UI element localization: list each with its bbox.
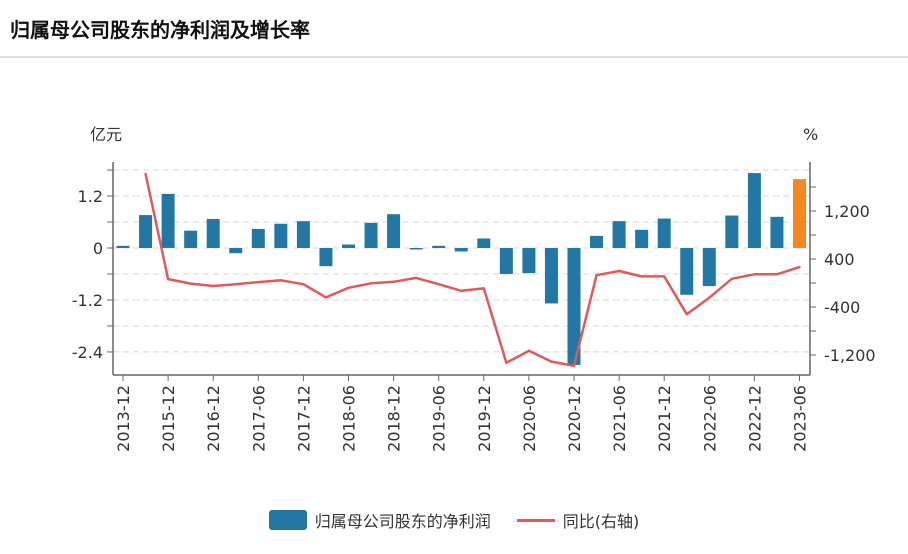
bar-2021-09 [635,229,649,248]
yoy-point-2014-12 [144,172,147,175]
yoy-point-2022-06 [708,296,711,299]
bar-2015-12 [161,193,175,248]
bar-2018-03 [319,248,333,267]
yoy-point-2019-06 [437,283,440,286]
yoy-point-2018-03 [324,296,328,299]
yoy-point-2016-06 [189,282,192,285]
yoy-point-2020-12 [572,364,576,367]
bar-2013-12 [116,245,130,248]
yoy-point-2016-12 [212,284,215,288]
right-tick-label: -400 [824,298,860,317]
x-tick-label: 2019-12 [475,385,494,452]
left-tick-label: 1.2 [78,187,103,206]
yoy-point-2023-03 [775,273,779,276]
x-tick-label: 2017-06 [249,385,268,452]
yoy-point-2019-12 [482,287,485,290]
yoy-point-2022-03 [685,313,688,316]
legend-item-net-profit[interactable]: 归属母公司股东的净利润 [268,508,491,532]
yoy-point-2015-12 [166,277,170,281]
x-tick-label: 2022-06 [700,385,719,452]
x-tick-label: 2018-06 [340,385,359,452]
yoy-point-2019-09 [460,289,463,292]
bar-2018-09 [364,222,378,248]
bar-2022-03 [680,248,694,295]
right-tick-label: 400 [824,250,855,269]
left-tick-label: 0 [93,239,103,258]
yoy-point-2018-12 [392,280,395,283]
yoy-point-2019-03 [414,276,418,280]
x-tick-label: 2013-12 [114,385,133,452]
bar-2017-03 [229,248,243,254]
legend-label: 归属母公司股东的净利润 [314,512,491,531]
legend: 归属母公司股东的净利润 同比(右轴) [0,508,908,532]
x-tick-label: 2018-12 [385,385,404,452]
bar-2023-03 [770,216,784,248]
legend-bar-swatch [268,510,307,530]
left-axis-unit: 亿元 [90,125,122,144]
title-divider [0,56,908,58]
yoy-point-2020-06 [527,349,531,352]
bar-2020-12 [567,248,581,365]
yoy-point-2021-06 [617,269,621,273]
yoy-point-2020-03 [505,361,508,364]
x-tick-label: 2020-06 [520,385,539,452]
yoy-point-2017-06 [257,280,260,284]
x-tick-label: 2020-12 [565,385,584,452]
bar-2021-03 [590,235,604,248]
left-tick-label: -2.4 [72,343,103,362]
yoy-point-2021-09 [640,275,643,278]
x-tick-label: 2019-06 [430,385,449,452]
legend-item-yoy[interactable]: 同比(右轴) [516,508,640,532]
yoy-point-2018-06 [347,286,350,289]
bar-2020-09 [544,248,558,304]
legend-line-swatch [516,518,555,522]
bar-2020-03 [499,248,513,274]
yoy-point-2017-09 [279,279,283,282]
x-tick-label: 2023-06 [791,385,810,452]
yoy-point-2018-09 [369,282,373,285]
bar-2017-12 [296,221,310,248]
bar-2023-06 [793,179,806,248]
bar-2021-12 [657,218,671,248]
yoy-point-2023-06 [798,265,801,269]
x-tick-label: 2022-12 [745,385,764,452]
bar-2019-12 [477,238,491,248]
yoy-point-2022-09 [730,277,734,280]
bar-2019-03 [409,248,423,250]
yoy-point-2022-12 [753,273,756,276]
yoy-point-2020-09 [550,360,553,363]
left-tick-label: -1.2 [72,291,103,310]
bar-2018-06 [342,244,355,248]
chart-title: 归属母公司股东的净利润及增长率 [10,18,310,42]
x-tick-label: 2016-12 [204,385,223,452]
bar-2022-06 [702,248,716,287]
x-tick-label: 2021-12 [655,385,674,452]
x-tick-label: 2021-06 [610,385,629,452]
bar-2019-09 [454,248,468,252]
bar-2020-06 [522,248,536,274]
bar-2022-12 [747,173,761,248]
bar-2017-09 [274,223,288,248]
right-tick-label: -1,200 [824,346,876,365]
right-axis-unit: % [803,125,818,144]
bar-2019-06 [432,245,446,248]
right-tick-label: 1,200 [824,202,870,221]
bar-2022-09 [725,215,739,248]
yoy-line [144,173,800,368]
yoy-point-2021-03 [595,274,598,277]
bar-2021-06 [612,221,626,248]
yoy-point-2017-12 [302,283,305,286]
bar-2016-12 [206,218,220,248]
legend-label: 同比(右轴) [562,512,640,531]
bar-2016-06 [184,230,198,248]
yoy-point-2017-03 [234,283,237,286]
x-tick-label: 2017-12 [294,385,313,452]
yoy-point-2021-12 [663,275,666,278]
bar-2014-12 [139,215,153,248]
x-tick-label: 2015-12 [159,385,178,452]
bar-2018-12 [387,214,401,248]
bar-2017-06 [251,228,265,248]
